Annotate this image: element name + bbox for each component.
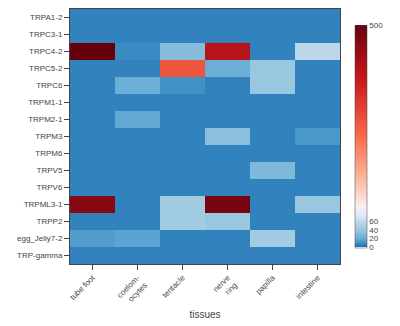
svg-text:TRPC6: TRPC6 [36,81,63,90]
svg-text:papilla: papilla [254,273,277,296]
svg-text:intestine: intestine [294,273,322,301]
svg-text:TRPP2: TRPP2 [37,217,63,226]
svg-text:nervering: nervering [211,273,239,301]
svg-text:tube foot: tube foot [68,273,97,302]
svg-text:TRPML3-1: TRPML3-1 [24,200,63,209]
svg-text:TRPC3-1: TRPC3-1 [29,30,63,39]
svg-text:TRPM6: TRPM6 [35,149,63,158]
svg-text:TRP-gamma: TRP-gamma [17,251,63,260]
svg-text:TRPM3: TRPM3 [35,132,63,141]
svg-text:TRPV6: TRPV6 [37,183,63,192]
svg-text:TRPC4-2: TRPC4-2 [29,47,63,56]
svg-text:tentacle: tentacle [161,273,188,300]
svg-text:TRPA1-2: TRPA1-2 [30,13,63,22]
svg-text:TRPM1-1: TRPM1-1 [28,98,63,107]
svg-text:40: 40 [369,226,378,235]
svg-text:60: 60 [369,217,378,226]
svg-text:TRPV5: TRPV5 [37,166,63,175]
svg-text:TRPC5-2: TRPC5-2 [29,64,63,73]
svg-text:egg_Jelly7-2: egg_Jelly7-2 [17,234,63,243]
svg-text:coelom-ocytes: coelom-ocytes [115,273,149,307]
svg-text:TRPM2-1: TRPM2-1 [28,115,63,124]
svg-text:20: 20 [369,234,378,243]
svg-text:0: 0 [369,243,374,252]
svg-text:tissues: tissues [189,309,220,320]
svg-text:500: 500 [369,21,383,30]
